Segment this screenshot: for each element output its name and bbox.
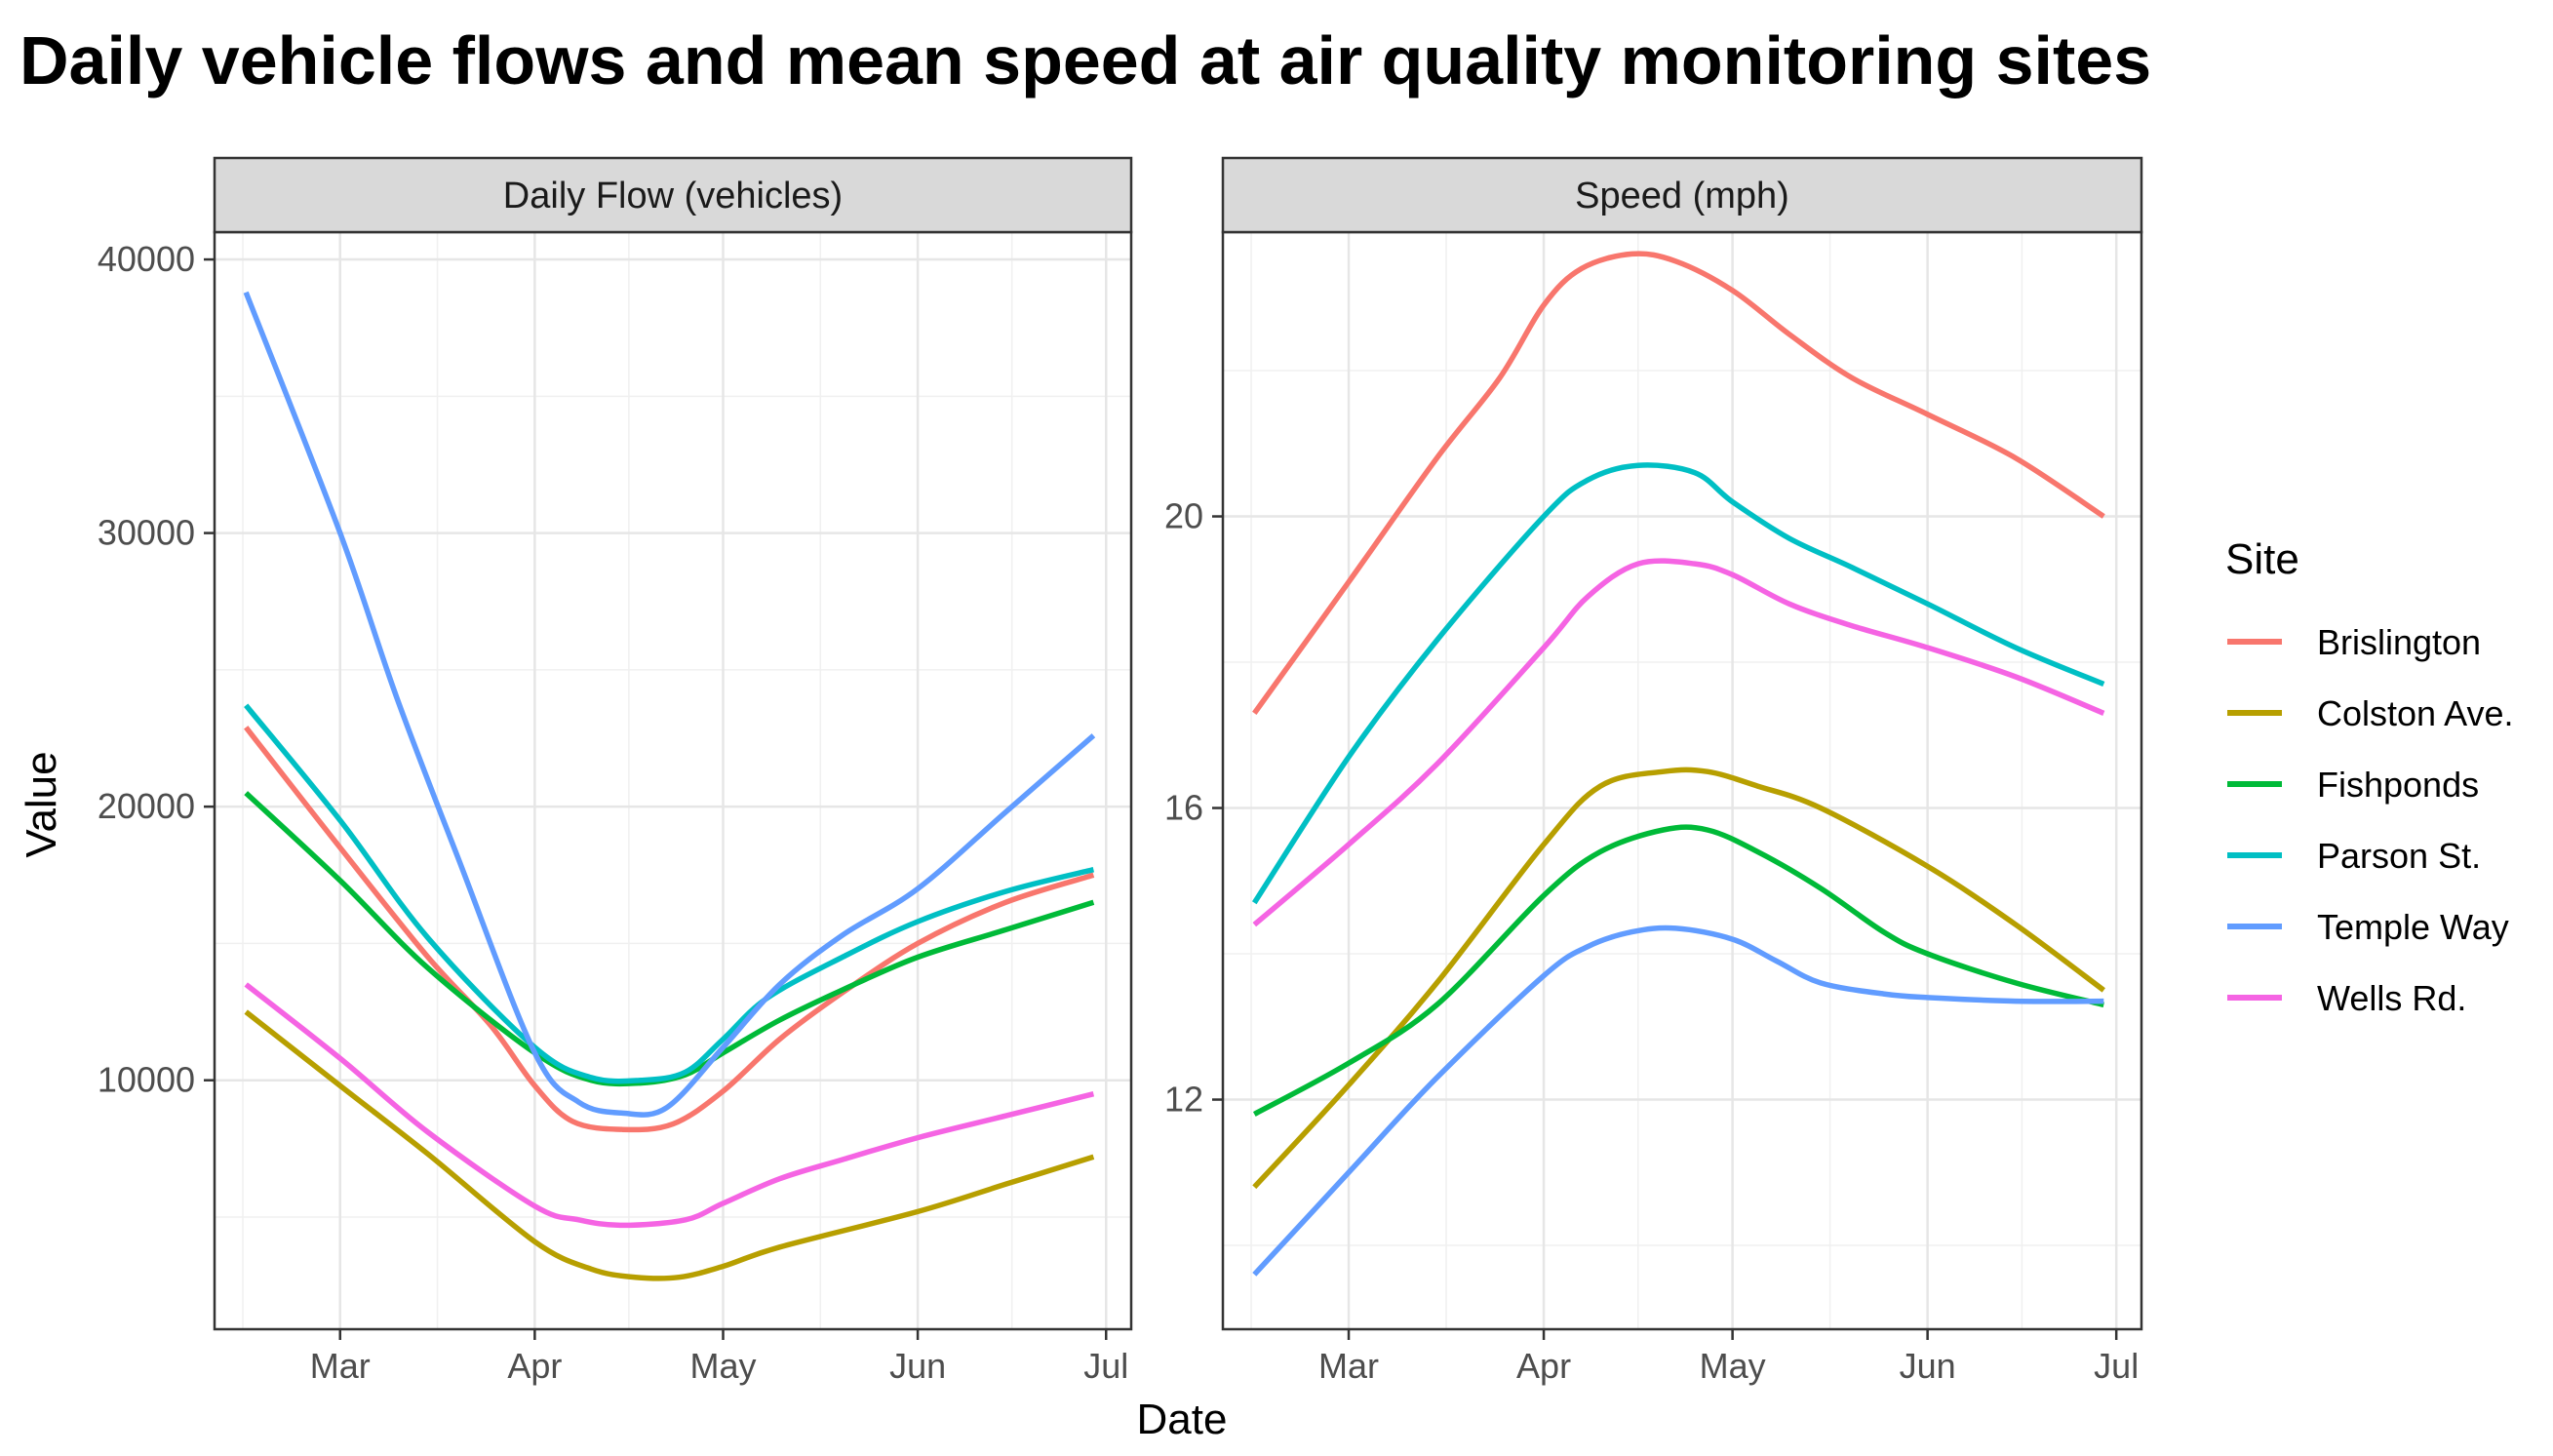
x-axis-title: Date — [1137, 1396, 1228, 1443]
y-tick-label: 12 — [1164, 1080, 1203, 1120]
panel-daily-flow: Daily Flow (vehicles) 10000 20000 30000 4000… — [98, 158, 1131, 1386]
x-tick-label: Apr — [507, 1346, 562, 1386]
x-tick-label: May — [689, 1346, 756, 1386]
plot-area — [1223, 232, 2141, 1329]
legend-item-wells-rd: Wells Rd. — [2227, 978, 2466, 1018]
legend-item-fishponds: Fishponds — [2227, 765, 2479, 805]
legend-label: Parson St. — [2317, 836, 2481, 876]
legend-label: Fishponds — [2317, 765, 2479, 805]
y-tick-label: 16 — [1164, 788, 1203, 828]
x-tick-label: Jul — [1083, 1346, 1128, 1386]
legend-label: Colston Ave. — [2317, 693, 2513, 733]
y-tick-label: 20000 — [98, 786, 195, 826]
legend: Site Brislington Colston Ave. Fishponds Par… — [2225, 535, 2513, 1018]
y-tick-label: 40000 — [98, 239, 195, 279]
x-tick-label: May — [1700, 1346, 1766, 1386]
panel-speed: Speed (mph) 12 16 20 Mar Apr May Jun Jul — [1164, 158, 2141, 1386]
legend-item-colston-ave: Colston Ave. — [2227, 693, 2513, 733]
legend-item-brislington: Brislington — [2227, 622, 2481, 662]
x-tick-label: Mar — [310, 1346, 371, 1386]
x-tick-label: Jun — [889, 1346, 946, 1386]
legend-item-parson-st: Parson St. — [2227, 836, 2481, 876]
y-tick-label: 20 — [1164, 496, 1203, 536]
legend-title: Site — [2225, 535, 2299, 583]
y-axis-title: Value — [18, 751, 65, 857]
y-tick-label: 10000 — [98, 1060, 195, 1100]
y-tick-label: 30000 — [98, 513, 195, 553]
facet-strip-label: Daily Flow (vehicles) — [503, 176, 843, 216]
x-tick-label: Apr — [1516, 1346, 1571, 1386]
facet-strip-label: Speed (mph) — [1575, 176, 1789, 216]
legend-label: Brislington — [2317, 622, 2481, 662]
x-tick-label: Jul — [2094, 1346, 2139, 1386]
legend-label: Temple Way — [2317, 907, 2509, 947]
legend-label: Wells Rd. — [2317, 978, 2466, 1018]
x-tick-label: Mar — [1318, 1346, 1379, 1386]
x-tick-label: Jun — [1900, 1346, 1956, 1386]
legend-item-temple-way: Temple Way — [2227, 907, 2509, 947]
